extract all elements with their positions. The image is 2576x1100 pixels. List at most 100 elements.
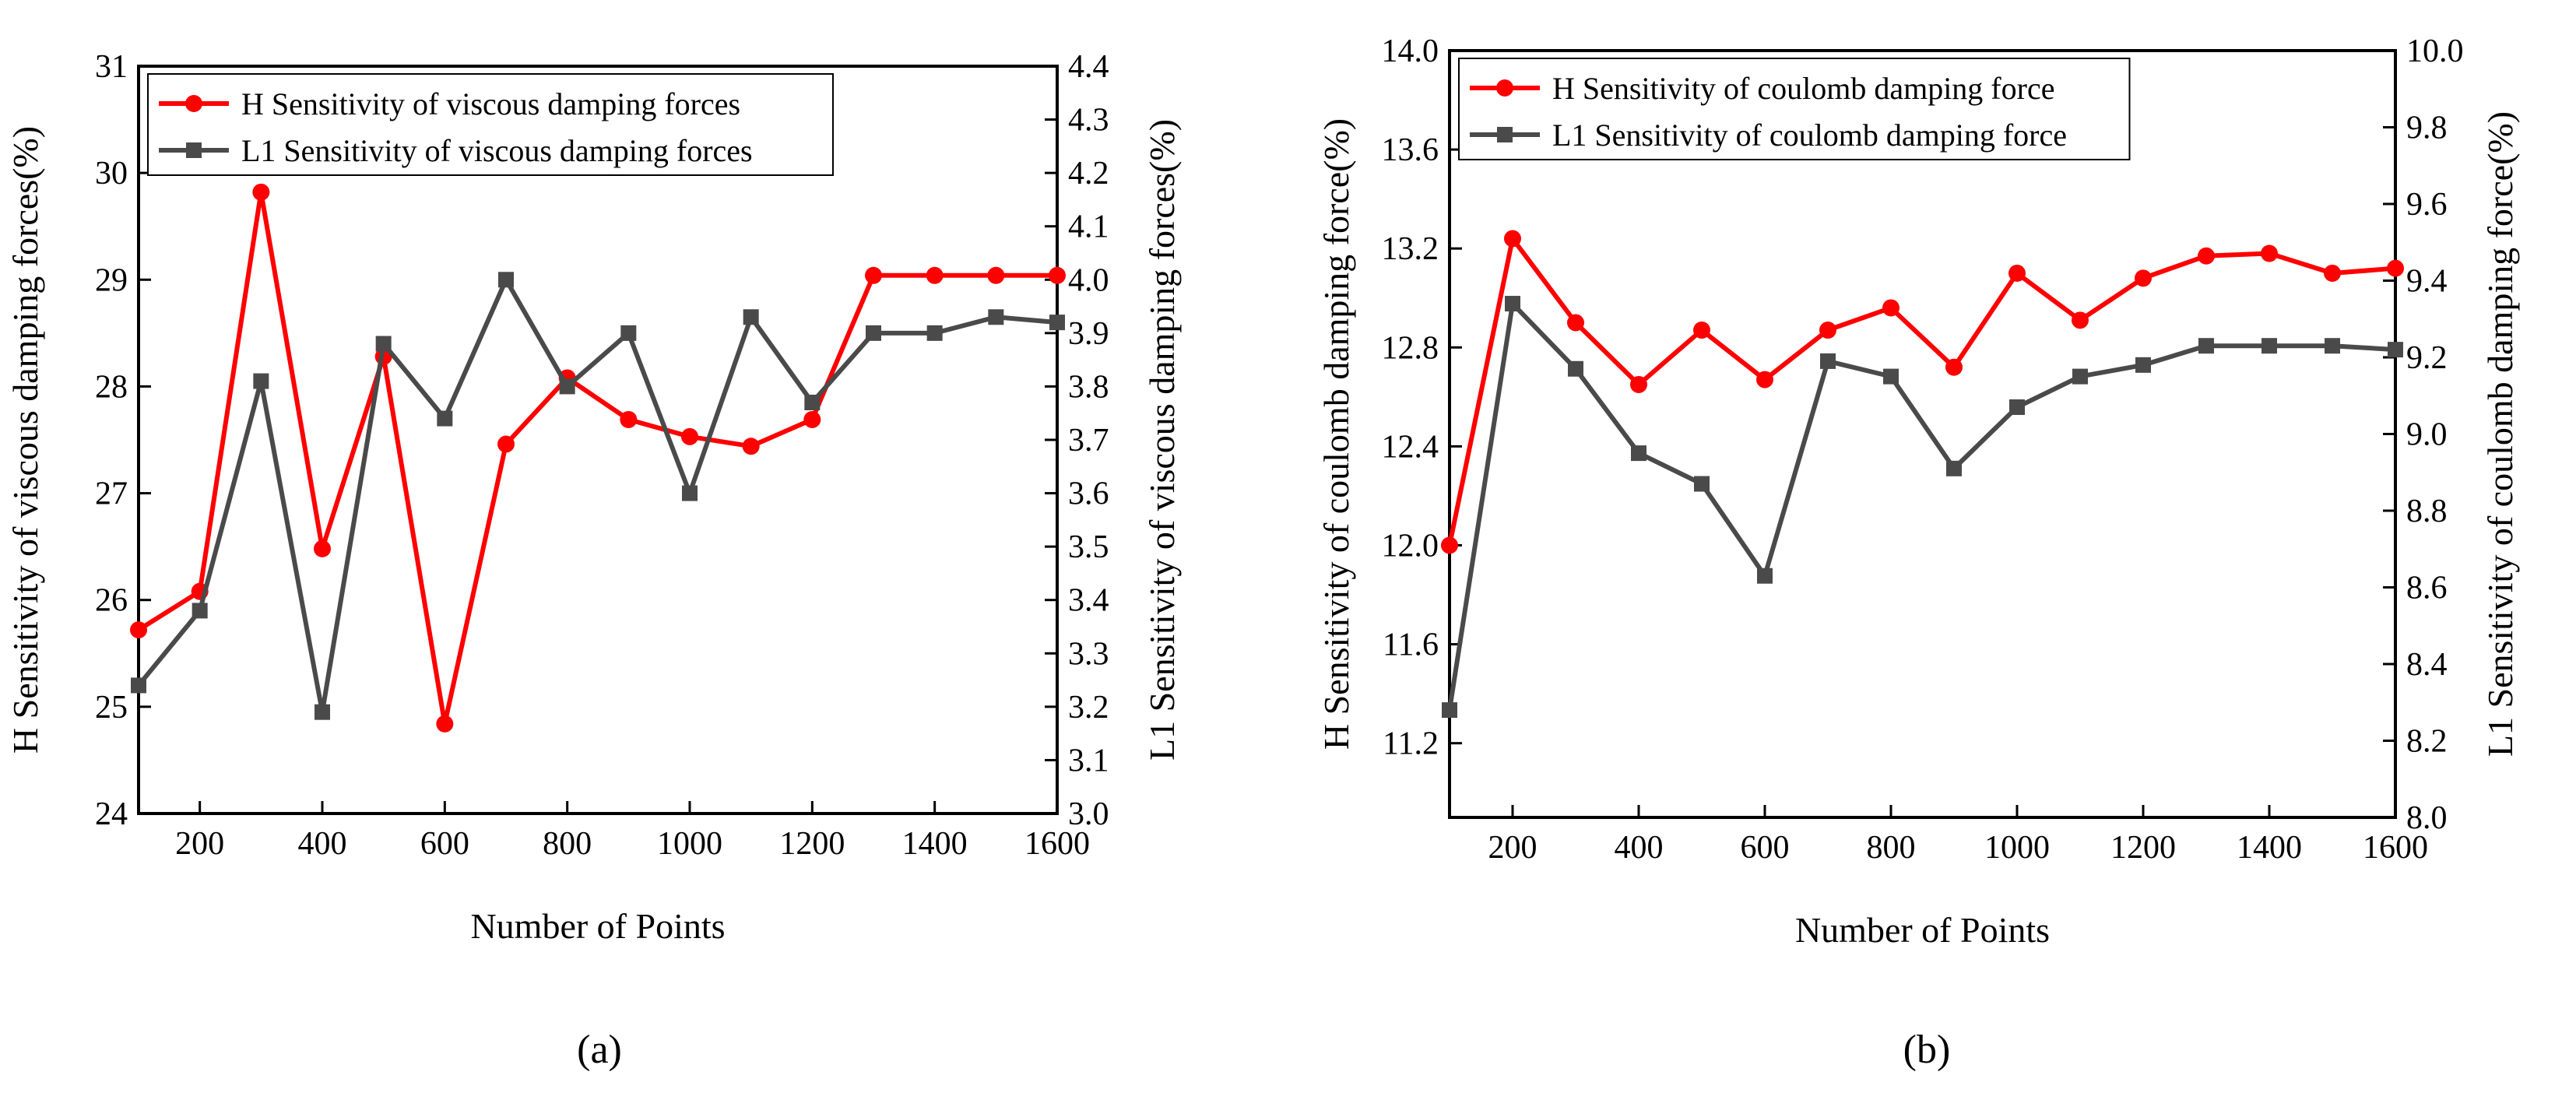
panel-a-h-data-point bbox=[314, 539, 331, 557]
panel-a-l1-data-point bbox=[315, 704, 330, 720]
panel-a-left-y-axis-title: H Sensitivity of viscous damping forces(… bbox=[5, 126, 45, 754]
panel-a-h-data-point bbox=[436, 715, 454, 733]
panel-a-x-axis-title: Number of Points bbox=[470, 906, 725, 946]
panel-a-legend-h-marker bbox=[185, 95, 202, 112]
panel-a-x-tick-label: 1000 bbox=[657, 826, 722, 862]
panel-b-l1-data-point bbox=[1946, 460, 1962, 476]
panel-b-legend-l1-label: L1 Sensitivity of coulomb damping force bbox=[1552, 118, 2067, 153]
panel-b-right-y-tick-label: 8.0 bbox=[2406, 800, 2448, 836]
panel-b-l1-data-point bbox=[1883, 368, 1899, 385]
panel-b-left-y-tick-label: 13.6 bbox=[1382, 132, 1439, 168]
panel-a-h-data-point bbox=[681, 427, 698, 445]
panel-a-x-tick-label: 400 bbox=[298, 826, 347, 862]
panel-b-right-y-axis-title: L1 Sensitivity of coulomb damping force(… bbox=[2480, 111, 2520, 757]
panel-b-l1-data-point bbox=[1694, 476, 1710, 492]
panel-a-x-tick-label: 1200 bbox=[779, 826, 845, 862]
panel-a-left-y-tick-label: 24 bbox=[95, 796, 128, 832]
panel-b-l1-data-point bbox=[1631, 445, 1646, 462]
panel-b-x-tick-label: 200 bbox=[1488, 830, 1538, 866]
panel-b-l1-data-point bbox=[2325, 338, 2340, 354]
panel-b-h-data-point bbox=[2072, 311, 2089, 329]
panel-a-l1-data-point bbox=[682, 485, 698, 501]
panel-b-l1-data-point bbox=[2261, 338, 2277, 354]
panel-b-h-data-point bbox=[2008, 264, 2026, 282]
panel-a-left-y-tick-label: 31 bbox=[95, 49, 128, 85]
panel-b-l1-data-point bbox=[2009, 399, 2025, 416]
panel-a-right-y-tick-label: 3.9 bbox=[1068, 316, 1109, 352]
panel-b-right-y-tick-label: 8.2 bbox=[2406, 724, 2448, 760]
panel-b-l1-data-point bbox=[1820, 353, 1836, 369]
panel-b-label: (b) bbox=[1903, 1028, 1951, 1072]
panel-b-left-y-tick-label: 13.2 bbox=[1382, 231, 1439, 267]
panel-a-left-y-tick-label: 26 bbox=[95, 583, 128, 619]
panel-a-l1-data-point bbox=[498, 272, 514, 288]
panel-b-l1-data-point bbox=[2198, 338, 2214, 354]
panel-a-right-y-tick-label: 3.4 bbox=[1068, 583, 1109, 619]
panel-b-right-y-tick-label: 8.4 bbox=[2406, 647, 2448, 683]
panel-a-h-data-point bbox=[742, 438, 760, 455]
panel-b-l1-data-point bbox=[1568, 360, 1583, 377]
panel-a-h-data-point bbox=[1049, 266, 1066, 284]
panel-b-legend-box bbox=[1458, 58, 2131, 160]
panel-b-legend-h-marker bbox=[1496, 79, 1513, 97]
panel-a-l1-data-point bbox=[743, 309, 759, 325]
panel-a-legend-h-label: H Sensitivity of viscous damping forces bbox=[241, 86, 740, 121]
panel-b-left-y-tick-label: 11.2 bbox=[1383, 726, 1439, 762]
panel-b-x-tick-label: 800 bbox=[1867, 830, 1916, 866]
panel-a-left-y-tick-label: 29 bbox=[95, 262, 128, 298]
panel-b-right-y-tick-label: 8.8 bbox=[2406, 494, 2448, 529]
panel-b-left-y-tick-label: 12.8 bbox=[1382, 330, 1439, 366]
panel-a-chart: 200 400 600 800 1000 1200 1400 1600 24 25 26 27 28 29… bbox=[5, 49, 1182, 946]
panel-a-l1-data-point bbox=[253, 373, 269, 389]
panel-b-right-y-tick-label: 9.2 bbox=[2406, 340, 2448, 376]
panel-b-left-y-tick-label: 12.4 bbox=[1382, 429, 1439, 465]
panel-b-right-y-tick-label: 9.6 bbox=[2406, 187, 2448, 223]
panel-b-left-y-tick-label: 14.0 bbox=[1382, 33, 1439, 69]
panel-b-right-y-tick-label: 9.8 bbox=[2406, 111, 2448, 146]
panel-b-h-data-point bbox=[1819, 322, 1836, 339]
panel-a-x-tick-label: 200 bbox=[175, 826, 224, 862]
panel-a-h-data-point bbox=[252, 183, 270, 201]
panel-b-h-data-point bbox=[1945, 358, 1963, 376]
panel-b-legend-l1-marker bbox=[1497, 127, 1513, 142]
panel-a-right-y-tick-label: 3.7 bbox=[1068, 423, 1109, 459]
panel-a-l1-series-line bbox=[136, 277, 1058, 715]
panel-b-h-data-point bbox=[1504, 230, 1521, 248]
panel-b-h-data-point bbox=[1693, 322, 1710, 339]
panel-a-h-series-line bbox=[137, 189, 1057, 726]
panel-b-left-y-tick-label: 11.6 bbox=[1383, 627, 1439, 663]
panel-a-h-data-point bbox=[926, 266, 944, 284]
panel-a-l1-data-point bbox=[375, 336, 392, 352]
panel-b-l1-data-point bbox=[1442, 702, 1457, 719]
panel-a-right-y-axis-title: L1 Sensitivity of viscous damping forces… bbox=[1142, 119, 1182, 761]
panel-a-right-y-tick-label: 4.3 bbox=[1068, 103, 1109, 139]
panel-a-right-y-tick-label: 3.5 bbox=[1068, 529, 1109, 565]
panel-a-right-y-tick-label: 3.0 bbox=[1068, 796, 1109, 832]
panel-a-l1-data-point bbox=[988, 309, 1004, 325]
panel-a-right-y-tick-label: 4.4 bbox=[1068, 49, 1109, 85]
panel-b-h-data-point bbox=[1882, 299, 1899, 317]
panel-a-l1-data-point bbox=[1049, 315, 1065, 331]
panel-a-right-y-tick-label: 4.2 bbox=[1068, 156, 1109, 192]
panel-b-x-axis-title: Number of Points bbox=[1795, 910, 2050, 950]
panel-b-chart: 200 400 600 800 1000 1200 1400 1600 11.2 11.6 12.0… bbox=[1316, 33, 2520, 950]
panel-b-right-y-tick-label: 8.6 bbox=[2406, 571, 2448, 606]
panel-b-h-data-point bbox=[1630, 375, 1647, 393]
panel-a-x-tick-label: 600 bbox=[420, 826, 469, 862]
panel-b-plot-frame bbox=[1448, 49, 2397, 819]
panel-a-x-tick-label: 1600 bbox=[1024, 826, 1090, 862]
panel-b-left-y-tick-label: 12.0 bbox=[1382, 528, 1439, 564]
panel-a-l1-data-point bbox=[131, 677, 146, 694]
panel-b-x-tick-label: 1000 bbox=[1984, 830, 2050, 866]
panel-a-left-y-tick-label: 27 bbox=[95, 476, 128, 512]
panel-b-l1-data-point bbox=[2135, 357, 2151, 373]
panel-a-l1-data-point bbox=[559, 378, 575, 395]
panel-a-l1-data-point bbox=[620, 325, 637, 341]
panel-b-x-tick-label: 1400 bbox=[2237, 830, 2302, 866]
panel-a-legend-box bbox=[147, 73, 834, 176]
panel-a-l1-data-point bbox=[437, 410, 453, 427]
panel-b-x-tick-label: 1200 bbox=[2110, 830, 2176, 866]
panel-b-h-data-point bbox=[1567, 314, 1584, 332]
panel-a-legend-l1-marker bbox=[186, 142, 202, 158]
